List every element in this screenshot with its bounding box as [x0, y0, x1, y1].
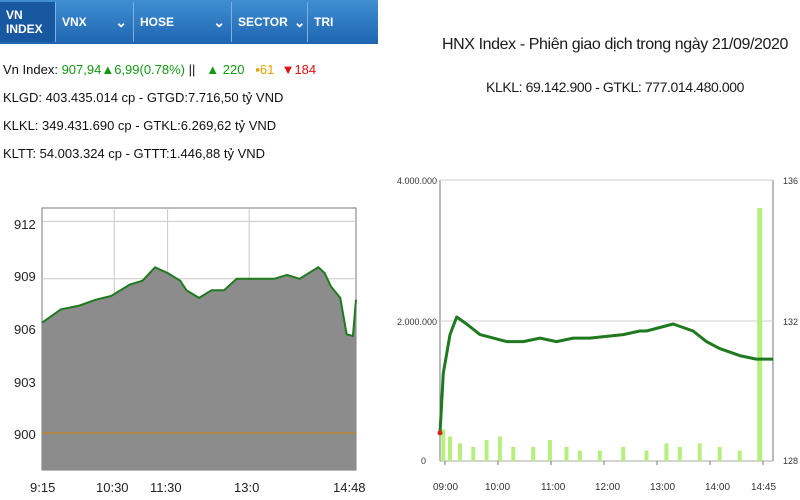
volume-bar [737, 450, 742, 461]
left-axis-label: 2.000.000 [397, 317, 438, 327]
unchanged-count: ▪61 [255, 62, 275, 77]
right-axis-label: 128 [783, 456, 799, 466]
volume-bar [484, 439, 489, 461]
index-summary: Vn Index: 907,94▲6,99(0.78%) || ▲ 220 ▪6… [3, 62, 316, 77]
volume-bar [717, 446, 722, 461]
volume-bar [677, 446, 682, 461]
index-value: 907,94 [61, 62, 102, 77]
volume-bar [564, 446, 569, 461]
price-line [41, 266, 357, 338]
declines-count: ▼184 [281, 62, 317, 77]
y-tick-label: 909 [14, 269, 36, 284]
chevron-down-icon: ⌄ [115, 13, 127, 30]
volume-bar [511, 446, 516, 461]
x-tick-label: 9:15 [30, 480, 56, 495]
tab-hose-label: HOSE [140, 15, 175, 29]
x-tick-label: 14:00 [705, 482, 731, 493]
tab-vn-index-label: VN INDEX [6, 8, 43, 36]
separator: || [188, 62, 196, 77]
hnx-index-panel: HNX Index - Phiên giao dịch trong ngày 2… [385, 0, 800, 500]
stats-klgd: KLGD: 403.435.014 cp - GTGD:7.716,50 tỷ … [3, 90, 284, 105]
hnx-chart-title: HNX Index - Phiên giao dịch trong ngày 2… [442, 36, 788, 53]
x-tick-label: 13:00 [650, 482, 676, 493]
volume-bar [621, 446, 626, 461]
right-axis-label: 136 [783, 176, 799, 186]
y-tick-label: 903 [14, 375, 36, 390]
volume-bar [448, 436, 452, 461]
tab-vnx[interactable]: VNX ⌄ [56, 2, 134, 42]
x-tick-label: 11:30 [150, 480, 182, 495]
volume-bar [441, 429, 446, 461]
hnx-price-line [438, 315, 773, 433]
volume-bar [471, 446, 476, 461]
volume-bar [697, 443, 702, 461]
index-change: ▲6,99(0.78%) [101, 62, 186, 77]
vnindex-intraday-chart [41, 207, 357, 471]
y-tick-label: 912 [14, 217, 36, 232]
index-label: Vn Index: [3, 62, 58, 77]
tab-tri[interactable]: TRI [308, 2, 378, 42]
volume-bar [547, 439, 552, 461]
volume-bar [644, 450, 649, 461]
tab-vnx-label: VNX [62, 15, 87, 29]
tab-hose[interactable]: HOSE ⌄ [134, 2, 232, 42]
y-tick-label: 906 [14, 322, 36, 337]
left-axis-label: 0 [421, 456, 427, 466]
volume-bar [497, 436, 502, 461]
hnx-chart-subtitle: KLKL: 69.142.900 - GTKL: 777.014.480.000 [486, 79, 744, 95]
tab-tri-label: TRI [314, 15, 334, 29]
tab-sector-label: SECTOR [238, 15, 288, 29]
x-tick-label: 14:45 [751, 482, 777, 493]
vnindex-panel: VN INDEX VNX ⌄ HOSE ⌄ SECTOR ⌄ TRI Vn Index… [0, 0, 378, 500]
right-axis-label: 132 [783, 317, 799, 327]
volume-bar [664, 443, 669, 461]
volume-bar [757, 208, 763, 461]
hnx-intraday-chart [437, 179, 774, 465]
volume-bar [577, 450, 582, 461]
x-tick-label: 09:00 [433, 482, 459, 493]
x-tick-label: 11:00 [541, 482, 566, 493]
y-tick-label: 900 [14, 427, 36, 442]
advances-count: ▲ 220 [206, 62, 245, 77]
stats-klkl: KLKL: 349.431.690 cp - GTKL:6.269,62 tỷ … [3, 118, 277, 133]
left-axis-label: 4.000.000 [397, 176, 438, 186]
chevron-down-icon: ⌄ [293, 13, 306, 30]
stats-kltt: KLTT: 54.003.324 cp - GTTT:1.446,88 tỷ V… [3, 146, 266, 161]
market-tabs: VN INDEX VNX ⌄ HOSE ⌄ SECTOR ⌄ TRI [0, 0, 378, 44]
volume-bar [597, 450, 602, 461]
tab-sector[interactable]: SECTOR ⌄ [232, 2, 308, 42]
volume-bar [531, 446, 536, 461]
volume-bar [458, 443, 462, 461]
open-marker [437, 430, 443, 436]
tab-vn-index[interactable]: VN INDEX [0, 2, 56, 42]
x-tick-label: 13:0 [234, 480, 260, 495]
x-tick-label: 12:00 [595, 482, 621, 493]
x-tick-label: 10:00 [485, 482, 511, 493]
x-tick-label: 14:48 [333, 480, 366, 495]
chevron-down-icon: ⌄ [213, 13, 225, 30]
x-tick-label: 10:30 [96, 480, 129, 495]
price-area [42, 267, 356, 470]
